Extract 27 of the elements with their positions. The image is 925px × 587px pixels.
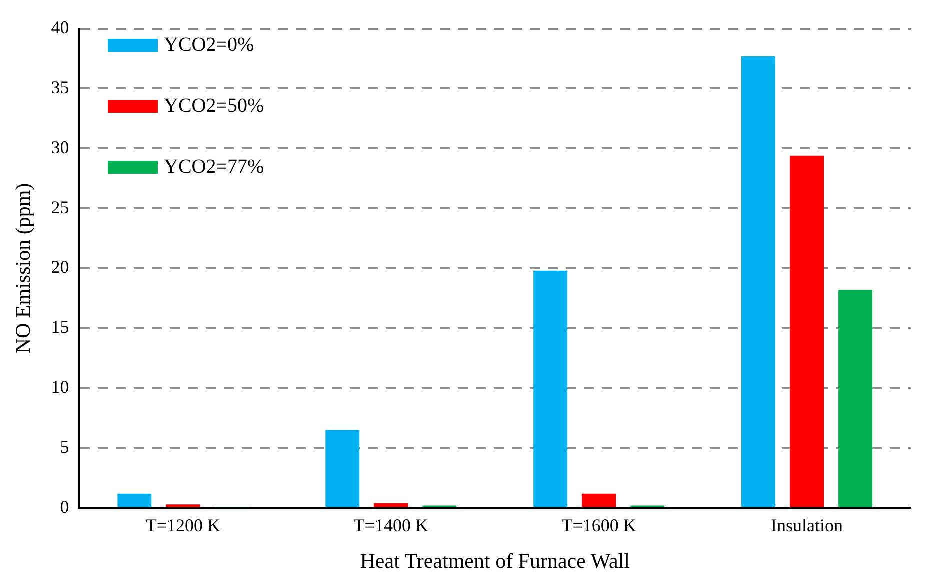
y-axis-title: NO Emission (ppm): [11, 183, 36, 354]
y-tick-label: 5: [60, 437, 70, 458]
y-tick-label: 30: [51, 137, 70, 158]
y-tick-label: 10: [51, 377, 70, 398]
bar: [166, 504, 200, 508]
y-tick-label: 25: [51, 197, 70, 218]
y-tick-label: 35: [51, 77, 70, 98]
bar: [582, 494, 616, 508]
y-tick-label: 15: [51, 317, 70, 338]
bar: [118, 494, 152, 508]
bar: [790, 156, 824, 508]
y-tick-label: 40: [51, 18, 70, 38]
legend-label: YCO2=77%: [164, 156, 264, 178]
x-tick-label: T=1400 K: [354, 516, 428, 536]
bar: [534, 270, 568, 508]
legend-label: YCO2=0%: [164, 34, 254, 56]
x-tick-label: T=1600 K: [562, 516, 636, 536]
y-tick-label: 20: [51, 257, 70, 278]
x-tick-label: Insulation: [771, 516, 844, 536]
legend-label: YCO2=50%: [164, 94, 264, 118]
bar: [742, 56, 776, 508]
x-axis-title: Heat Treatment of Furnace Wall: [360, 548, 630, 573]
bar: [374, 503, 408, 508]
bar: [838, 290, 873, 508]
x-tick-label: T=1200 K: [146, 516, 221, 536]
bar: [326, 430, 360, 508]
y-tick-label: 0: [60, 496, 70, 517]
